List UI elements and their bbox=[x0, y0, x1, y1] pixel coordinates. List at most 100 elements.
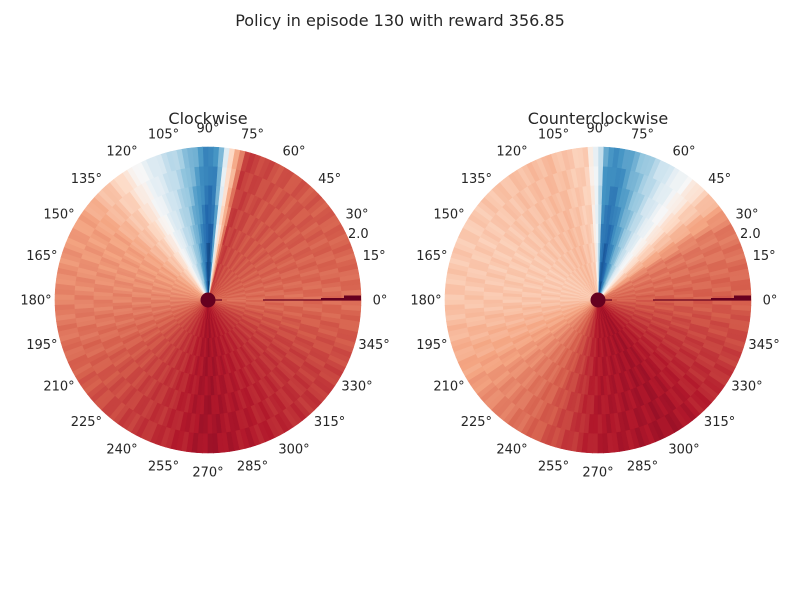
angle-tick-label: 45° bbox=[708, 172, 731, 187]
heatmap-cell bbox=[150, 297, 171, 301]
angle-tick-label: 255° bbox=[538, 460, 569, 475]
heatmap-cell bbox=[203, 395, 209, 416]
polar-plot-clockwise: Clockwise 0° 15° 30° 45° 60° 75° 90° 105° 120° 13… bbox=[20, 109, 389, 481]
heatmap-cell bbox=[444, 289, 465, 296]
heatmap-cell bbox=[593, 414, 599, 435]
heatmap-cell bbox=[595, 357, 599, 377]
angle-tick-label: 150° bbox=[43, 208, 74, 223]
angle-tick-label: 135° bbox=[71, 172, 102, 187]
angle-tick-label: 345° bbox=[358, 338, 389, 353]
angle-tick-label: 120° bbox=[496, 145, 527, 160]
heatmap-cell bbox=[595, 337, 599, 358]
heatmap-cell bbox=[602, 146, 609, 167]
angle-tick-label: 330° bbox=[731, 380, 762, 395]
angle-tick-label: 285° bbox=[237, 460, 268, 475]
heatmap-sectors bbox=[54, 146, 362, 454]
plot-overlay bbox=[200, 292, 361, 308]
heatmap-cell bbox=[341, 304, 362, 311]
angle-tick-labels: 0° 15° 30° 45° 60° 75° 90° 105° 120° 135° 150° 165°… bbox=[410, 122, 779, 481]
heatmap-cell bbox=[207, 184, 213, 205]
heatmap-cell bbox=[202, 433, 209, 454]
angle-tick-label: 315° bbox=[704, 415, 735, 430]
angle-tick-label: 300° bbox=[668, 443, 699, 458]
angle-tick-label: 60° bbox=[282, 145, 305, 160]
heatmap-cell bbox=[203, 414, 209, 435]
angle-tick-label: 195° bbox=[26, 338, 57, 353]
heatmap-cell bbox=[341, 299, 362, 306]
heatmap-cell bbox=[205, 357, 209, 377]
heatmap-cell bbox=[731, 299, 752, 306]
heatmap-cell bbox=[597, 165, 603, 186]
angle-tick-label: 180° bbox=[20, 294, 51, 309]
angle-tick-label: 225° bbox=[71, 415, 102, 430]
heatmap-cell bbox=[204, 376, 209, 396]
angle-tick-label: 165° bbox=[26, 249, 57, 264]
heatmap-cell bbox=[207, 204, 212, 224]
angle-tick-label: 210° bbox=[43, 380, 74, 395]
angle-tick-label: 195° bbox=[416, 338, 447, 353]
heatmap-cell bbox=[502, 296, 522, 301]
zero-angle-band-outer bbox=[734, 295, 751, 300]
heatmap-cell bbox=[54, 289, 75, 296]
heatmap-cell bbox=[597, 184, 603, 205]
angle-tick-label: 45° bbox=[318, 172, 341, 187]
angle-tick-label: 30° bbox=[735, 208, 758, 223]
angle-tick-label: 180° bbox=[410, 294, 441, 309]
heatmap-cell bbox=[322, 299, 343, 305]
angle-tick-label: 345° bbox=[748, 338, 779, 353]
angle-tick-label: 30° bbox=[345, 208, 368, 223]
angle-tick-label: 270° bbox=[582, 466, 613, 481]
zero-angle-band bbox=[321, 298, 361, 301]
center-marker bbox=[590, 292, 606, 308]
radial-tick-label: 2.0 bbox=[740, 227, 761, 242]
angle-tick-label: 90° bbox=[586, 122, 609, 137]
heatmap-cell bbox=[597, 146, 604, 167]
heatmap-cell bbox=[594, 376, 599, 396]
plot-title: Clockwise bbox=[168, 109, 247, 128]
center-marker bbox=[200, 292, 216, 308]
heatmap-cell bbox=[635, 299, 656, 303]
heatmap-cell bbox=[521, 297, 541, 301]
heatmap-cell bbox=[54, 294, 75, 301]
heatmap-cell bbox=[205, 337, 209, 358]
zero-angle-band-outer bbox=[344, 295, 361, 300]
angle-tick-label: 75° bbox=[241, 127, 264, 142]
heatmap-cell bbox=[712, 299, 733, 305]
angle-tick-label: 15° bbox=[753, 249, 776, 264]
angle-tick-label: 0° bbox=[763, 294, 778, 309]
heatmap-cell bbox=[482, 295, 503, 301]
heatmap-cell bbox=[731, 304, 752, 311]
heatmap-cell bbox=[92, 295, 113, 301]
angle-tick-label: 60° bbox=[672, 145, 695, 160]
polar-plot-counterclockwise: Counterclockwise 0° 15° 30° 45° 60° 75° 90° 105… bbox=[410, 109, 779, 481]
angle-tick-label: 300° bbox=[278, 443, 309, 458]
angle-tick-label: 15° bbox=[363, 249, 386, 264]
angle-tick-label: 0° bbox=[373, 294, 388, 309]
heatmap-cell bbox=[463, 295, 484, 301]
heatmap-cell bbox=[597, 242, 601, 263]
heatmap-cell bbox=[693, 299, 714, 305]
heatmap-cell bbox=[597, 223, 601, 243]
angle-tick-label: 165° bbox=[416, 249, 447, 264]
heatmap-cell bbox=[207, 165, 213, 186]
angle-tick-label: 270° bbox=[192, 466, 223, 481]
angle-tick-label: 120° bbox=[106, 145, 137, 160]
angle-tick-label: 315° bbox=[314, 415, 345, 430]
angle-tick-label: 255° bbox=[148, 460, 179, 475]
heatmap-cell bbox=[112, 296, 132, 301]
radial-tick-label: 2.0 bbox=[348, 227, 369, 242]
heatmap-cell bbox=[212, 146, 219, 167]
angle-tick-label: 240° bbox=[106, 443, 137, 458]
angle-tick-label: 225° bbox=[461, 415, 492, 430]
angle-tick-label: 90° bbox=[196, 122, 219, 137]
heatmap-cell bbox=[197, 433, 204, 454]
heatmap-cell bbox=[131, 297, 151, 301]
figure-title: Policy in episode 130 with reward 356.85 bbox=[235, 11, 565, 30]
heatmap-cell bbox=[73, 295, 94, 301]
angle-tick-label: 105° bbox=[538, 127, 569, 142]
angle-tick-label: 240° bbox=[496, 443, 527, 458]
angle-tick-label: 150° bbox=[433, 208, 464, 223]
heatmap-cell bbox=[444, 294, 465, 301]
angle-tick-labels: 0° 15° 30° 45° 60° 75° 90° 105° 120° 135° 150° 165°… bbox=[20, 122, 389, 481]
